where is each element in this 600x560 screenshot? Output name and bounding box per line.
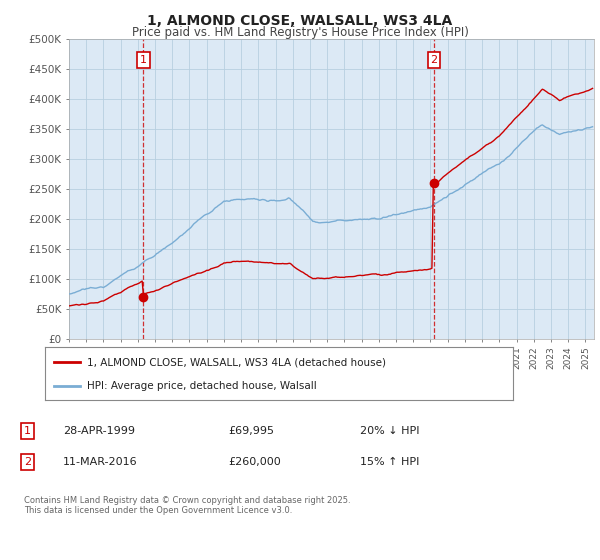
Text: 28-APR-1999: 28-APR-1999: [63, 426, 135, 436]
Text: 1: 1: [24, 426, 31, 436]
Text: Contains HM Land Registry data © Crown copyright and database right 2025.
This d: Contains HM Land Registry data © Crown c…: [24, 496, 350, 515]
Text: HPI: Average price, detached house, Walsall: HPI: Average price, detached house, Wals…: [87, 380, 317, 390]
Text: 11-MAR-2016: 11-MAR-2016: [63, 457, 137, 467]
Text: 1: 1: [140, 55, 147, 65]
Text: 2: 2: [430, 55, 437, 65]
Text: Price paid vs. HM Land Registry's House Price Index (HPI): Price paid vs. HM Land Registry's House …: [131, 26, 469, 39]
Text: 2: 2: [24, 457, 31, 467]
Text: 1, ALMOND CLOSE, WALSALL, WS3 4LA (detached house): 1, ALMOND CLOSE, WALSALL, WS3 4LA (detac…: [87, 357, 386, 367]
Text: 20% ↓ HPI: 20% ↓ HPI: [360, 426, 419, 436]
Text: £260,000: £260,000: [228, 457, 281, 467]
Text: £69,995: £69,995: [228, 426, 274, 436]
Text: 1, ALMOND CLOSE, WALSALL, WS3 4LA: 1, ALMOND CLOSE, WALSALL, WS3 4LA: [148, 14, 452, 28]
Text: 15% ↑ HPI: 15% ↑ HPI: [360, 457, 419, 467]
